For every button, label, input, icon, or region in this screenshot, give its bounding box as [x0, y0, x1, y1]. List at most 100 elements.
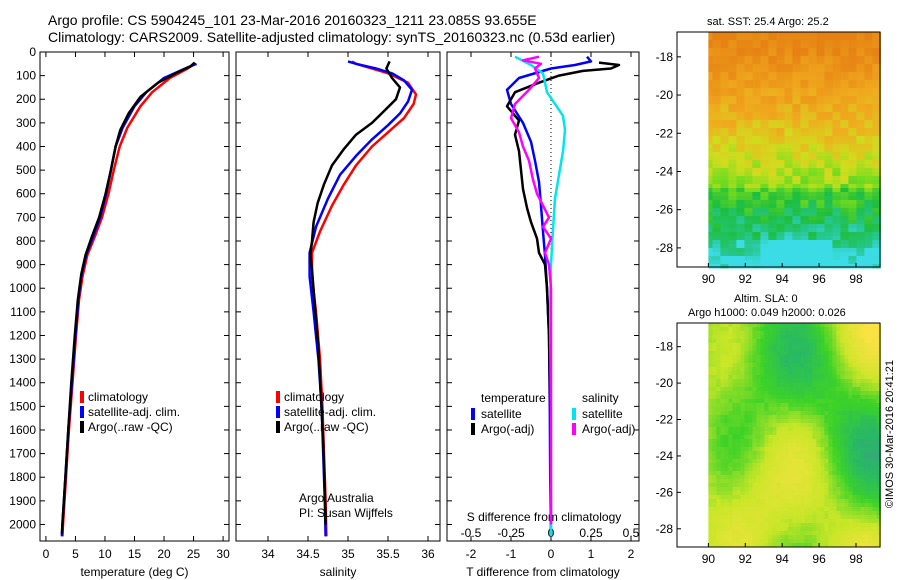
sla-map-cell: [768, 355, 773, 360]
sst-map-cell: [744, 212, 749, 217]
sst-map-cell: [836, 176, 841, 181]
sla-map-cell: [760, 347, 765, 352]
sst-map-cell: [720, 148, 725, 153]
sst-map-cell: [712, 232, 717, 237]
sst-map-cell: [844, 168, 849, 173]
sla-map-cell: [876, 407, 881, 412]
sst-map-cell: [712, 248, 717, 253]
sst-map-cell: [788, 252, 793, 257]
sst-map-cell: [740, 108, 745, 113]
sla-map-cell: [840, 483, 845, 488]
sla-map-cell: [752, 435, 757, 440]
sst-map-cell: [708, 204, 713, 209]
sla-map-cell: [756, 467, 761, 472]
temperature-ytick-label: 800: [16, 234, 36, 248]
sla-map-cell: [820, 387, 825, 392]
sla-map-cell: [776, 387, 781, 392]
sst-map-cell: [808, 188, 813, 193]
sst-map-cell: [800, 132, 805, 137]
sla-map-cell: [776, 459, 781, 464]
sst-map-cell: [868, 68, 873, 73]
sla-map-cell: [820, 463, 825, 468]
sla-map-cell: [740, 443, 745, 448]
sst-map-cell: [760, 252, 765, 257]
sla-map-cell: [868, 435, 873, 440]
sla-map-cell: [724, 375, 729, 380]
sla-map-cell: [720, 371, 725, 376]
sst-map-cell: [836, 52, 841, 57]
sla-map-cell: [776, 415, 781, 420]
sst-map-cell: [828, 228, 833, 233]
sla-map-cell: [764, 339, 769, 344]
sst-map-cell: [816, 84, 821, 89]
sst-map-cell: [828, 244, 833, 249]
sla-map-cell: [748, 451, 753, 456]
sst-map-cell: [760, 228, 765, 233]
sla-map-cell: [768, 423, 773, 428]
sst-map-cell: [828, 44, 833, 49]
sst-map-cell: [732, 212, 737, 217]
sla-map-cell: [720, 383, 725, 388]
sst-map-cell: [736, 64, 741, 69]
sla-map-cell: [720, 435, 725, 440]
sst-map-cell: [868, 112, 873, 117]
sst-map-cell: [760, 144, 765, 149]
sst-map-cell: [808, 44, 813, 49]
sst-map-cell: [772, 64, 777, 69]
sla-map-cell: [764, 387, 769, 392]
sst-map-cell: [772, 156, 777, 161]
sla-map-cell: [716, 519, 721, 524]
sla-map-cell: [800, 443, 805, 448]
sst-map-cell: [812, 92, 817, 97]
sla-map-cell: [736, 339, 741, 344]
sla-map-cell: [744, 455, 749, 460]
sla-map-cell: [864, 447, 869, 452]
sst-map-cell: [740, 44, 745, 49]
sla-map-cell: [848, 475, 853, 480]
sst-map-cell: [748, 172, 753, 177]
sst-map-cell: [812, 260, 817, 265]
sst-map-cell: [828, 128, 833, 133]
sst-map-cell: [748, 180, 753, 185]
sla-map-cell: [828, 483, 833, 488]
sla-map-cell: [748, 323, 753, 328]
sla-map-cell: [852, 327, 857, 332]
sla-map-cell: [864, 391, 869, 396]
sst-map-cell: [876, 176, 881, 181]
sst-map-cell: [768, 60, 773, 65]
sla-map-cell: [824, 407, 829, 412]
sst-map-cell: [756, 128, 761, 133]
sla-map-cell: [716, 523, 721, 528]
sla-map-cell: [800, 439, 805, 444]
sst-map-cell: [852, 208, 857, 213]
sst-map-cell: [768, 216, 773, 221]
sst-map-cell: [860, 200, 865, 205]
sla-map-cell: [740, 395, 745, 400]
sst-map-cell: [768, 56, 773, 61]
sst-map-cell: [800, 68, 805, 73]
sla-map-cell: [844, 495, 849, 500]
sla-map-cell: [752, 327, 757, 332]
sst-map-cell: [712, 244, 717, 249]
sla-map-cell: [732, 399, 737, 404]
sst-map-cell: [852, 236, 857, 241]
sst-map-cell: [852, 112, 857, 117]
sla-map-cell: [864, 479, 869, 484]
sst-map-cell: [812, 32, 817, 37]
sla-map-cell: [720, 511, 725, 516]
sst-map-cell: [748, 124, 753, 129]
sst-map-cell: [716, 236, 721, 241]
sla-map-cell: [716, 495, 721, 500]
sst-map-cell: [772, 76, 777, 81]
sst-map-cell: [724, 168, 729, 173]
sst-map-cell: [876, 116, 881, 121]
sst-map-cell: [852, 116, 857, 121]
sla-map-cell: [852, 451, 857, 456]
sst-map-cell: [860, 100, 865, 105]
sla-map-cell: [864, 399, 869, 404]
sla-map-cell: [708, 507, 713, 512]
sla-map-cell: [872, 327, 877, 332]
sla-map-cell: [764, 351, 769, 356]
sla-map-cell: [780, 387, 785, 392]
sla-map-cell: [716, 467, 721, 472]
